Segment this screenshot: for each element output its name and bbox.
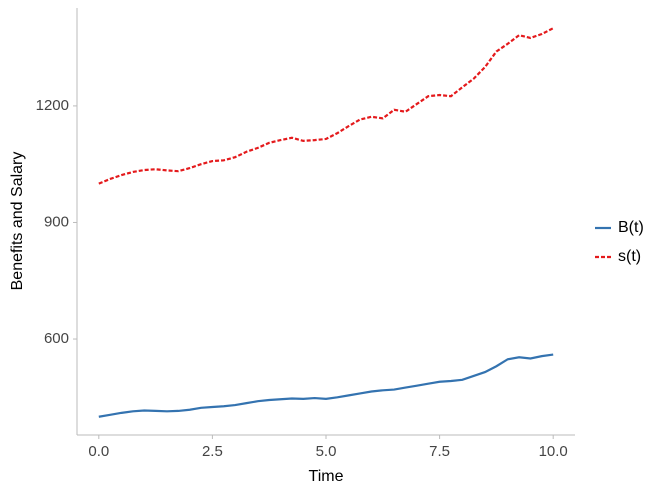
x-tick-label: 0.0 [88,443,109,460]
series-line [98,27,554,185]
legend-label: B(t) [618,219,644,236]
y-tick-label: 1200 [36,97,69,114]
series-line [98,353,554,418]
x-tick-label: 5.0 [316,443,337,460]
x-tick-label: 7.5 [429,443,450,460]
y-tick-label: 600 [44,330,69,347]
x-tick-label: 2.5 [202,443,223,460]
y-axis-title: Benefits and Salary [9,152,26,291]
y-tick-label: 900 [44,213,69,230]
x-tick-label: 10.0 [539,443,568,460]
x-axis-title: Time [309,468,344,485]
legend-label: s(t) [618,248,641,265]
